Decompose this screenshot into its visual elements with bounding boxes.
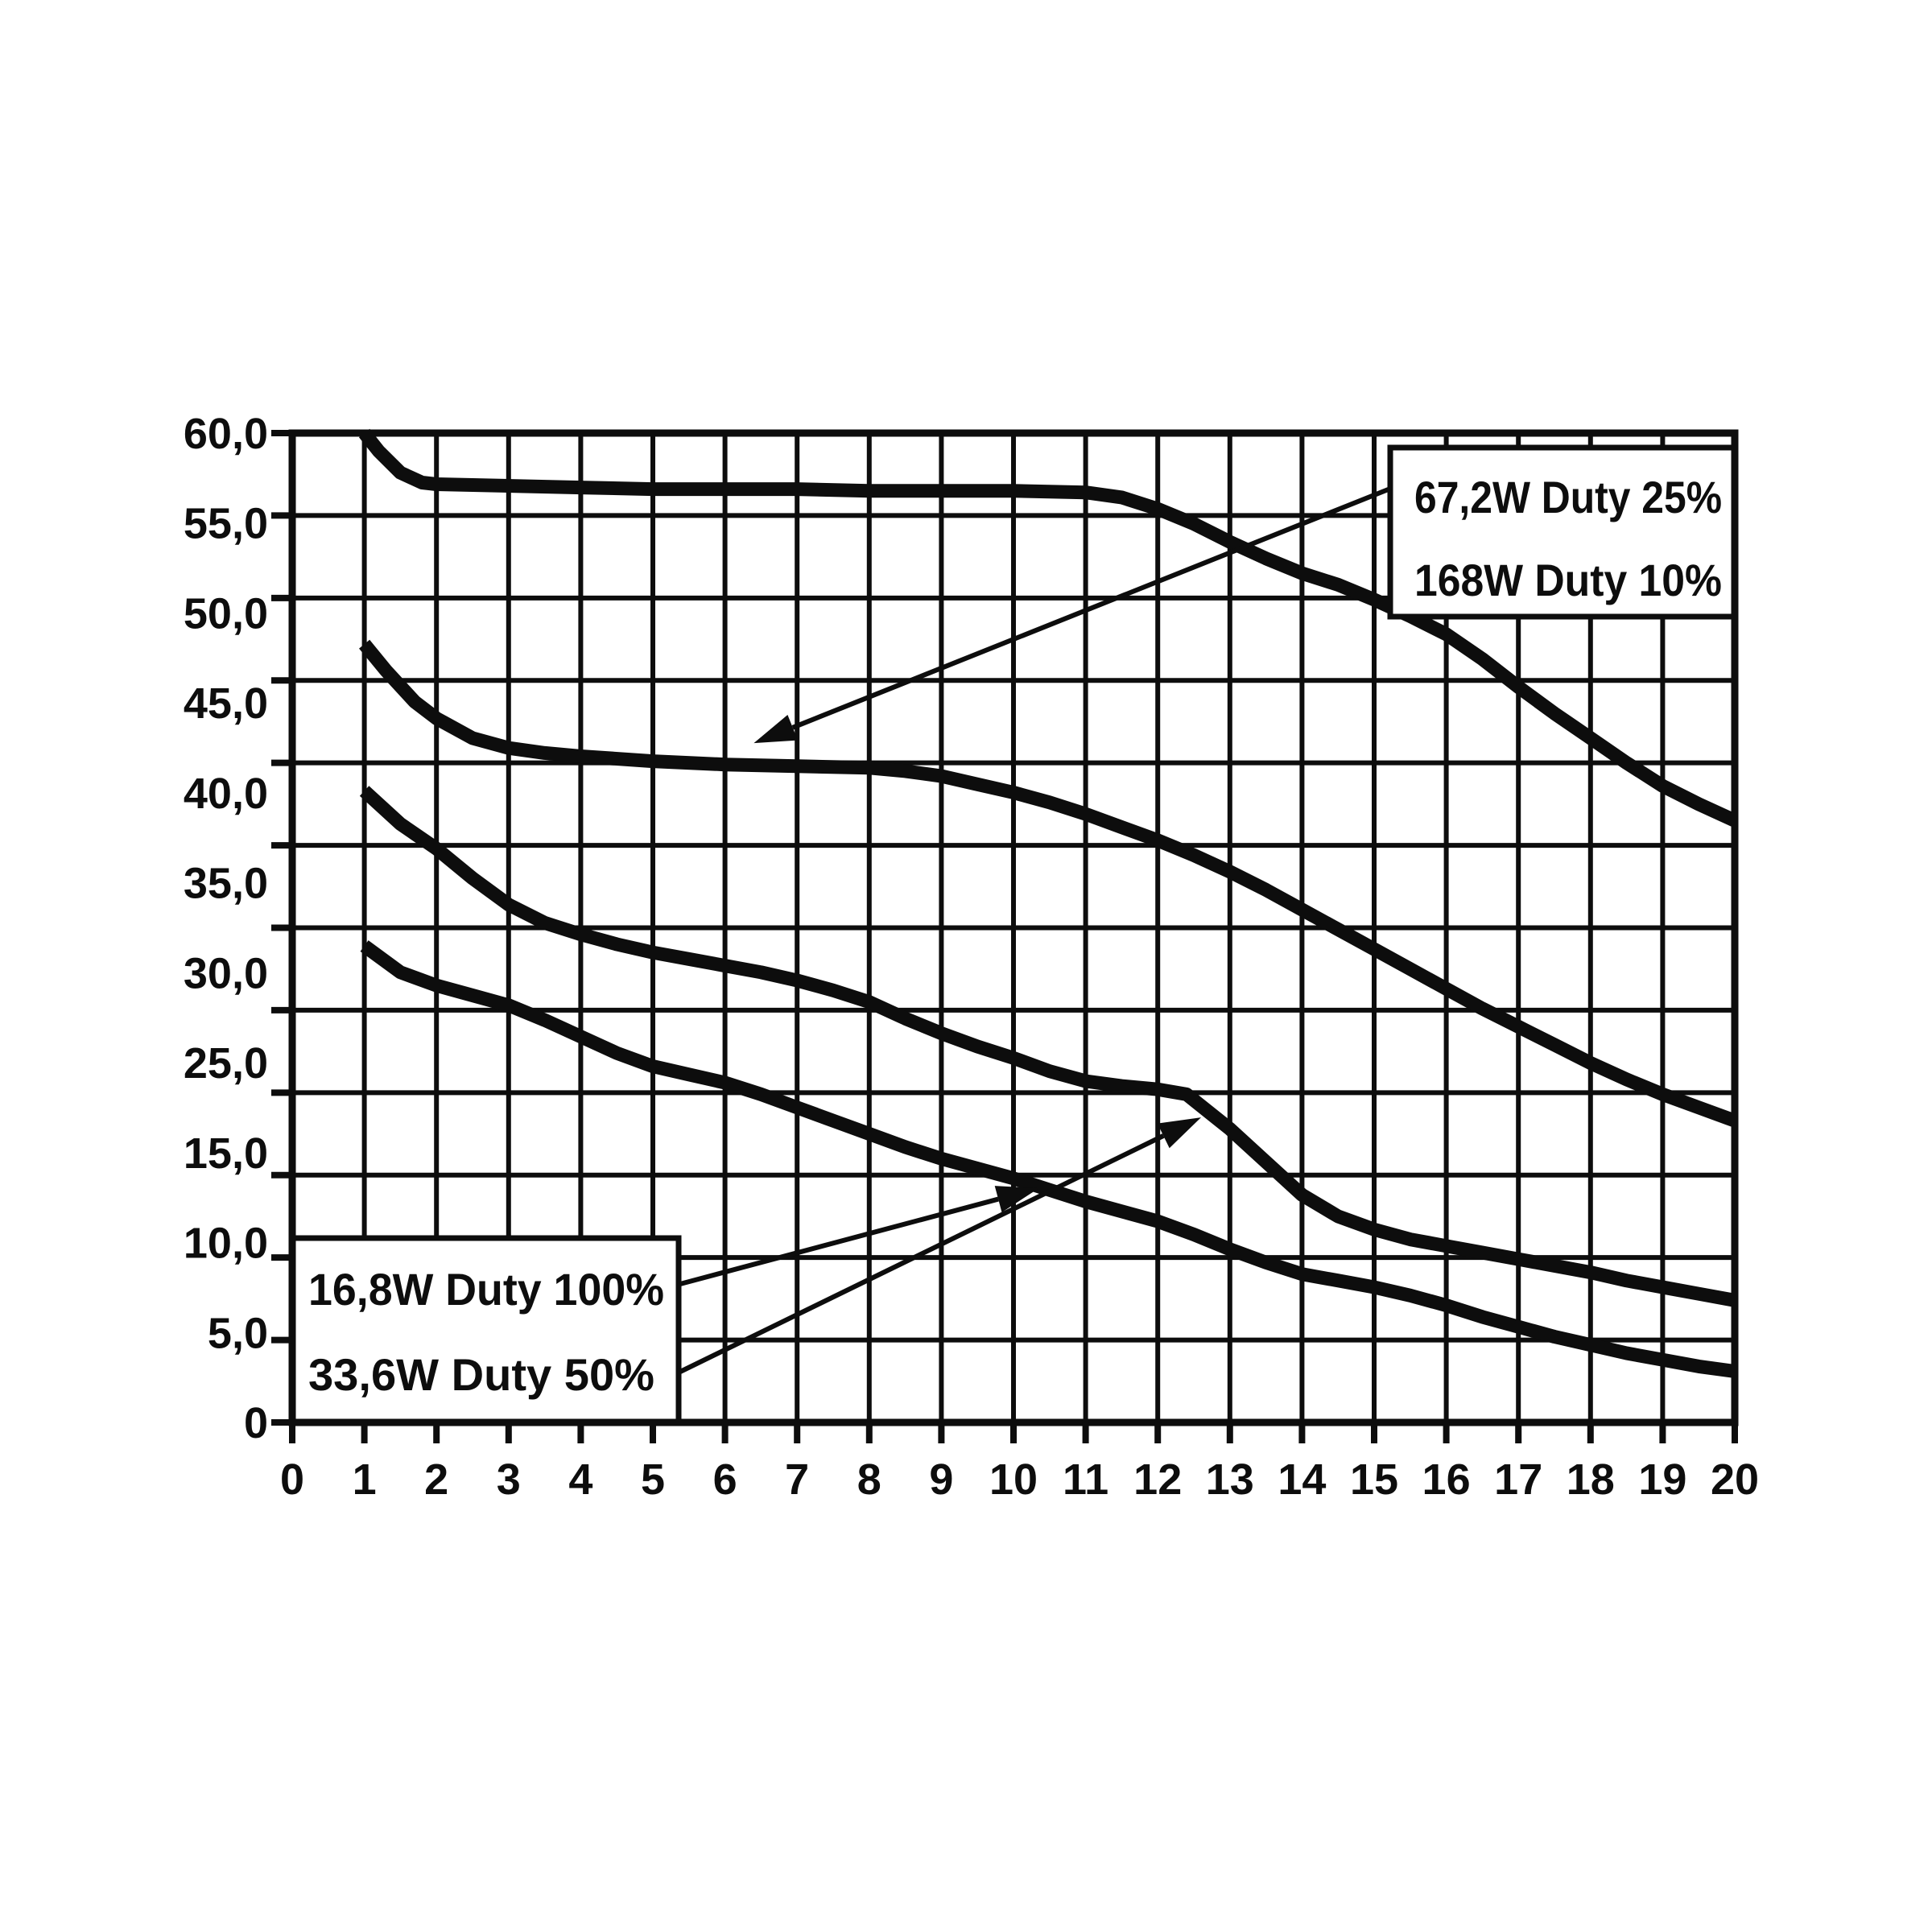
annotation-arrowhead	[753, 715, 798, 744]
y-axis-label: 35,0	[184, 860, 268, 908]
x-axis-label: 18	[1567, 1455, 1615, 1504]
y-axis-label: 60,0	[184, 410, 268, 458]
annotation-arrows	[679, 486, 1392, 1374]
y-axis-label: 10,0	[184, 1220, 268, 1268]
x-axis-label: 0	[280, 1455, 304, 1504]
x-axis-label: 10	[989, 1455, 1038, 1504]
annotation-arrow-line	[679, 1196, 999, 1286]
x-axis-label: 6	[713, 1455, 737, 1504]
x-axis-label: 8	[857, 1455, 881, 1504]
x-axis-label: 11	[1063, 1455, 1108, 1504]
plot-frame: 0 1 2 3 4 5 6 7 8 9 10 11 12 13 14 15 16 17 18 19 2060,055,0…	[184, 410, 1759, 1504]
legend-labels: 67,2W Duty 25% 168W Duty 10% 16,8W Duty …	[308, 472, 1722, 1400]
x-axis-label: 19	[1638, 1455, 1686, 1504]
legend-boxes	[289, 444, 1738, 1426]
y-axis-label: 50,0	[184, 589, 268, 638]
x-axis-label: 2	[424, 1455, 448, 1504]
curve-33-6w-duty-50-	[359, 786, 1736, 1307]
y-axis-label: 0	[244, 1399, 268, 1447]
legend-label-168w-duty-10: 168W Duty 10%	[1414, 555, 1722, 605]
y-axis-label: 15,0	[184, 1129, 268, 1178]
annotation-arrowhead	[1157, 1117, 1201, 1149]
annotation-arrow-line	[791, 486, 1392, 730]
x-axis-label: 16	[1422, 1455, 1471, 1504]
x-axis-label: 5	[641, 1455, 665, 1504]
y-axis-label: 45,0	[184, 679, 268, 728]
x-axis-label: 14	[1278, 1455, 1326, 1504]
annotation-arrow-line	[679, 1133, 1165, 1374]
y-axis-label: 55,0	[184, 500, 268, 548]
annotation-arrowhead	[994, 1186, 1039, 1212]
y-axis-label: 25,0	[184, 1039, 268, 1088]
x-axis-label: 4	[568, 1455, 592, 1504]
curve-67-2w-duty-25-	[359, 639, 1737, 1128]
legend-box-bottom-left	[289, 1235, 682, 1426]
legend-label-33-6w-duty-50: 33,6W Duty 50%	[308, 1349, 654, 1400]
x-axis-label: 17	[1494, 1455, 1542, 1504]
x-axis-label: 1	[353, 1455, 377, 1504]
x-axis-label: 13	[1206, 1455, 1254, 1504]
x-axis-label: 20	[1711, 1455, 1759, 1504]
y-axis-label: 5,0	[208, 1309, 268, 1357]
y-axis-label: 40,0	[184, 770, 268, 818]
x-axis-label: 7	[785, 1455, 809, 1504]
curve-168w-duty-10-	[358, 428, 1738, 828]
x-axis-label: 3	[497, 1455, 521, 1504]
legend-label-67-2w-duty-25: 67,2W Duty 25%	[1414, 472, 1722, 522]
legend-label-16-8w-duty-100: 16,8W Duty 100%	[308, 1264, 664, 1315]
x-axis-label: 9	[929, 1455, 953, 1504]
y-axis-label: 30,0	[184, 949, 268, 997]
legend-box-top-right	[1387, 444, 1738, 620]
x-axis-label: 12	[1133, 1455, 1182, 1504]
x-axis-label: 15	[1350, 1455, 1398, 1504]
